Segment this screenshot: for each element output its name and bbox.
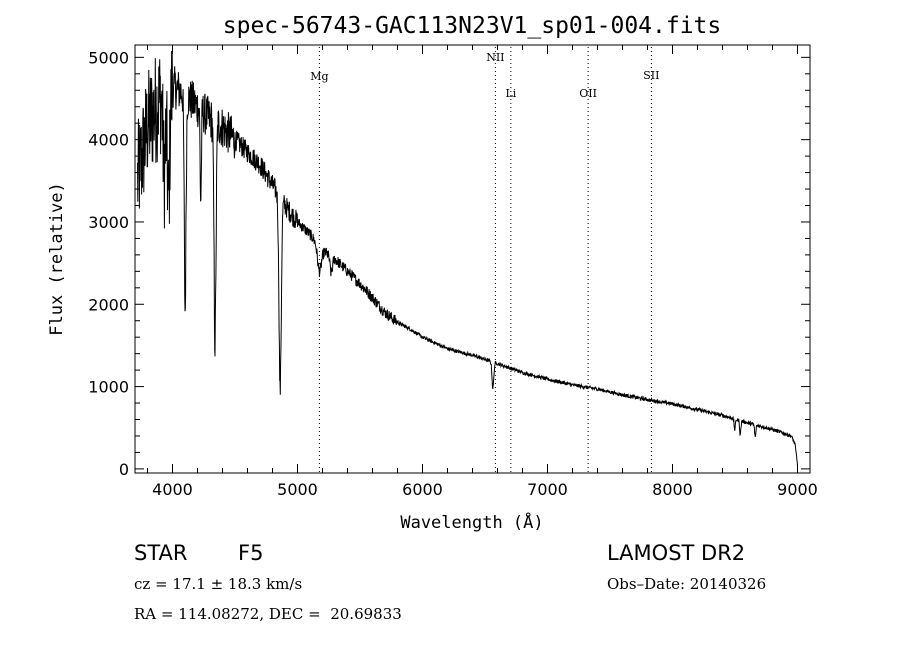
- chart-title: spec-56743-GAC113N23V1_sp01-004.fits: [223, 13, 722, 39]
- axis-ticks: 4000 5000 6000 7000 8000 9000 0 1000 2000 3000 400…: [88, 45, 818, 499]
- y-tick-label: 3000: [88, 213, 129, 232]
- y-tick-label: 5000: [88, 48, 129, 67]
- y-tick-label: 0: [119, 460, 129, 479]
- x-tick-label: 8000: [652, 480, 693, 499]
- x-axis-title: Wavelength (Å): [400, 511, 543, 533]
- spectral-line-label: OII: [579, 87, 597, 100]
- survey-label: LAMOST DR2: [607, 541, 746, 565]
- x-tick-label: 7000: [527, 480, 568, 499]
- x-tick-label: 6000: [402, 480, 443, 499]
- y-tick-label: 4000: [88, 131, 129, 150]
- plot-frame: [134, 44, 811, 474]
- spectral-line-label: SII: [643, 69, 659, 82]
- object-class: STAR: [134, 541, 188, 565]
- redshift-label: cz = 17.1 ± 18.3 km/s: [134, 575, 303, 593]
- obs-date-label: Obs–Date: 20140326: [607, 575, 767, 593]
- x-tick-label: 5000: [277, 480, 318, 499]
- y-tick-label: 1000: [88, 378, 129, 397]
- y-tick-label: 2000: [88, 295, 129, 314]
- coordinates-label: RA = 114.08272, DEC = 20.69833: [134, 605, 402, 623]
- spectrum-series: [137, 50, 798, 467]
- spectral-line-label: Li: [505, 87, 516, 100]
- y-axis-title: Flux (relative): [47, 182, 67, 336]
- spectral-line-label: NII: [486, 51, 504, 64]
- x-tick-label: 4000: [152, 480, 193, 499]
- spectral-line-label: Mg: [310, 70, 328, 83]
- object-subclass: F5: [238, 541, 264, 565]
- x-tick-label: 9000: [777, 480, 818, 499]
- spectral-line-markers: Mg NII Li OII SII: [310, 47, 659, 473]
